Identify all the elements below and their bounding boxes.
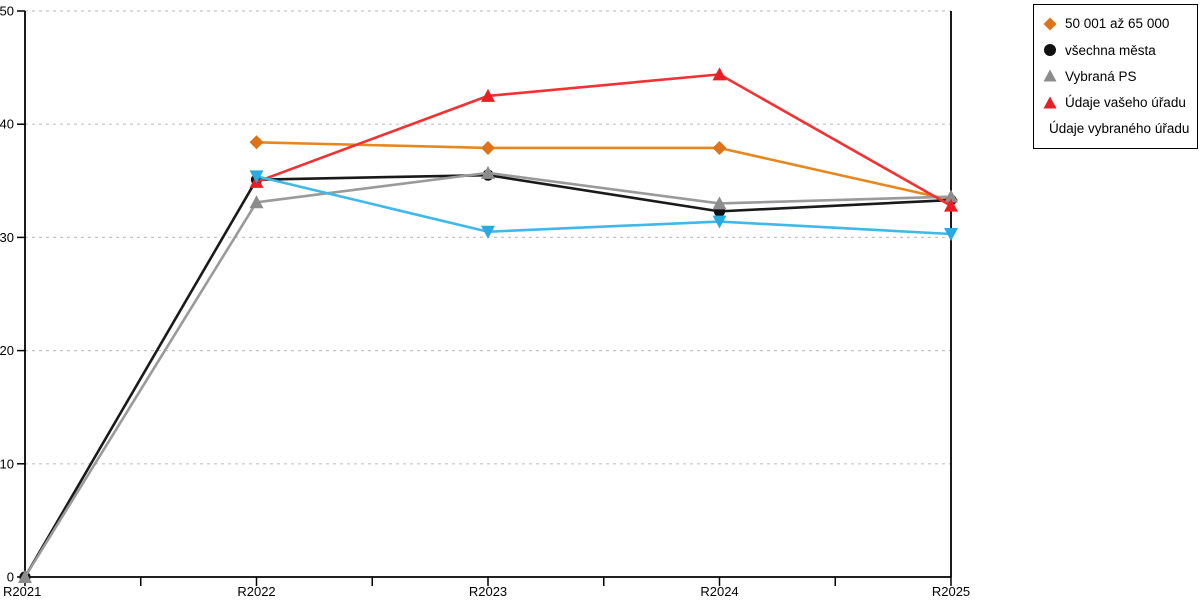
- legend-item-label: Údaje vašeho úřadu: [1065, 94, 1186, 110]
- x-tick-label: R2024: [700, 584, 738, 599]
- data-point-marker: [712, 140, 727, 155]
- x-tick-label: R2021: [3, 584, 41, 599]
- series-line-3: [255, 73, 953, 208]
- legend-marker-icon-triangle-up: [1043, 69, 1057, 82]
- x-tick-label: R2022: [237, 584, 275, 599]
- data-point-marker: [944, 198, 958, 212]
- data-point-marker: [481, 165, 495, 179]
- legend-item-2: Vybraná PS: [1042, 68, 1189, 84]
- series-line-4: [255, 174, 953, 236]
- legend-marker-shape: [1043, 96, 1057, 109]
- data-point-marker: [249, 170, 264, 184]
- legend-item-label: 50 001 až 65 000: [1065, 16, 1170, 32]
- legend-item-label: všechna města: [1065, 42, 1156, 58]
- data-point-marker: [249, 195, 264, 209]
- data-point-marker: [249, 135, 264, 150]
- legend-marker-shape: [1044, 44, 1056, 57]
- legend-item-4: Údaje vybraného úřadu: [1042, 121, 1189, 137]
- legend-item-0: 50 001 až 65 000: [1042, 16, 1189, 32]
- series-line-0: [255, 141, 953, 202]
- legend-marker-icon-triangle-up: [1043, 96, 1057, 109]
- data-point-marker: [712, 67, 727, 81]
- data-point-marker: [712, 215, 727, 229]
- legend-marker-shape: [1043, 17, 1057, 31]
- y-tick-label: 10: [0, 456, 14, 471]
- legend-item-label: Vybraná PS: [1065, 68, 1137, 84]
- y-tick-label: 40: [0, 117, 14, 132]
- legend-marker-shape: [1043, 69, 1057, 82]
- data-point-marker: [944, 189, 958, 203]
- x-tick-label: R2025: [932, 584, 970, 599]
- y-tick-label: 50: [0, 4, 14, 19]
- legend-marker-icon-circle: [1044, 44, 1056, 57]
- legend-marker-icon-diamond: [1043, 17, 1057, 31]
- data-point-marker: [481, 225, 495, 239]
- x-tick-label: R2023: [469, 584, 507, 599]
- data-point-marker: [18, 570, 32, 583]
- legend-item-1: všechna města: [1042, 42, 1189, 58]
- legend-item-3: Údaje vašeho úřadu: [1042, 95, 1189, 111]
- y-tick-label: 20: [0, 343, 14, 358]
- data-point-marker: [481, 140, 495, 155]
- y-tick-label: 30: [0, 230, 14, 245]
- data-point-marker: [481, 88, 495, 102]
- data-point-marker: [712, 196, 727, 210]
- legend-item-label: Údaje vybraného úřadu: [1049, 121, 1190, 137]
- y-tick-label: 0: [7, 570, 14, 585]
- legend: 50 001 až 65 000 všechna města Vybraná P…: [1033, 4, 1198, 149]
- data-point-marker: [944, 228, 958, 242]
